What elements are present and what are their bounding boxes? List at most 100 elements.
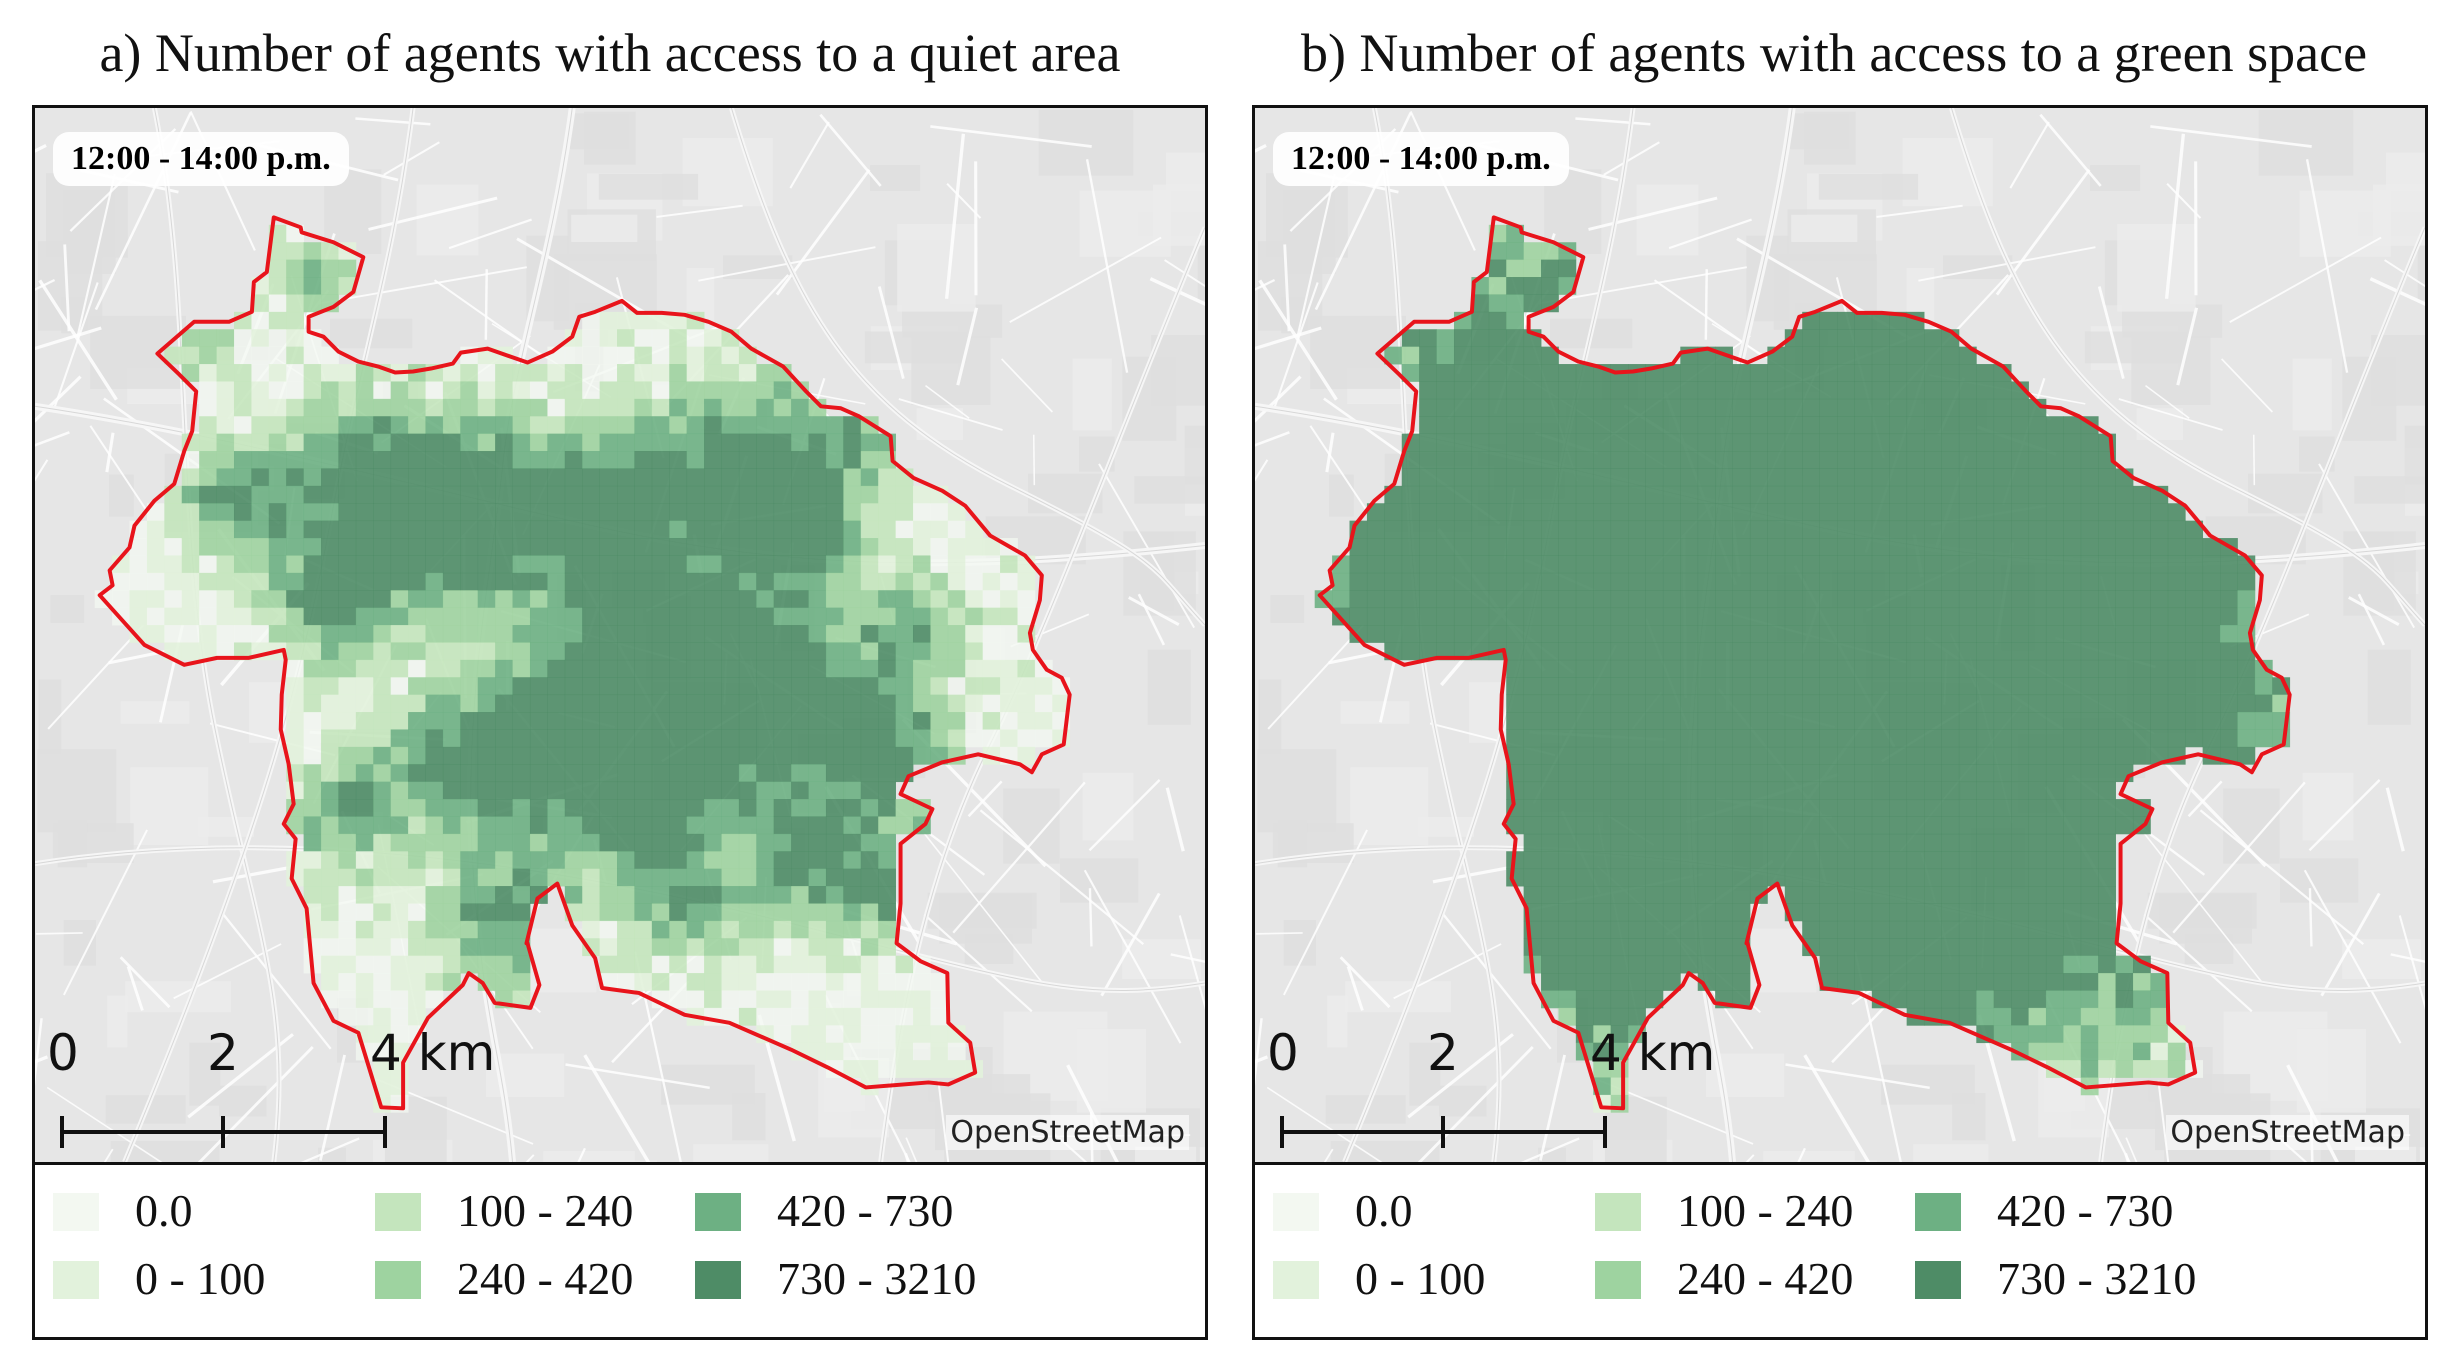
panel-b-map[interactable]: 12:00 - 14:00 p.m. 0 2 4 km OpenStreetMa… bbox=[1252, 105, 2428, 1165]
grid-cell bbox=[408, 712, 426, 730]
grid-cell bbox=[1523, 851, 1542, 870]
grid-cell bbox=[390, 938, 409, 957]
grid-cell bbox=[825, 607, 844, 626]
grid-cell bbox=[669, 712, 688, 730]
grid-cell bbox=[1453, 642, 1472, 661]
grid-cell bbox=[1575, 381, 1594, 400]
grid-cell bbox=[1541, 694, 1559, 713]
grid-cell bbox=[634, 903, 653, 922]
grid-cell bbox=[1558, 746, 1577, 765]
grid-cell bbox=[1645, 416, 1664, 435]
panel-a-map[interactable]: 12:00 - 14:00 p.m. 0 2 4 km OpenStreetMa… bbox=[32, 105, 1208, 1165]
grid-cell bbox=[477, 572, 496, 591]
grid-cell bbox=[669, 433, 688, 452]
grid-cell bbox=[825, 416, 844, 435]
grid-cell bbox=[1593, 538, 1612, 556]
grid-cell bbox=[1854, 503, 1873, 522]
grid-cell bbox=[199, 590, 217, 609]
grid-cell bbox=[512, 381, 531, 400]
grid-cell bbox=[843, 485, 862, 504]
grid-cell bbox=[756, 451, 775, 469]
grid-cell bbox=[1854, 538, 1873, 556]
grid-cell bbox=[1471, 433, 1490, 452]
grid-cell bbox=[268, 503, 287, 522]
grid-cell bbox=[1680, 938, 1699, 957]
grid-cell bbox=[721, 398, 740, 417]
grid-cell bbox=[564, 694, 583, 713]
grid-cell bbox=[442, 538, 461, 556]
grid-cell bbox=[547, 590, 566, 609]
grid-cell bbox=[529, 781, 548, 800]
grid-cell bbox=[1889, 625, 1908, 643]
grid-cell bbox=[2028, 781, 2047, 800]
grid-cell bbox=[582, 555, 601, 574]
grid-cell bbox=[408, 538, 426, 556]
grid-cell bbox=[1871, 381, 1890, 400]
grid-cell bbox=[2063, 938, 2082, 957]
grid-cell bbox=[1645, 746, 1664, 765]
grid-cell bbox=[1610, 659, 1629, 678]
legend-swatch bbox=[375, 1193, 421, 1231]
grid-cell bbox=[669, 364, 688, 382]
grid-cell bbox=[1732, 990, 1751, 1009]
grid-cell bbox=[2080, 485, 2099, 504]
grid-cell bbox=[1628, 851, 1646, 870]
grid-cell bbox=[1767, 694, 1786, 713]
grid-cell bbox=[1871, 329, 1890, 348]
grid-cell bbox=[1732, 642, 1751, 661]
grid-cell bbox=[825, 973, 844, 991]
grid-cell bbox=[1784, 712, 1803, 730]
grid-cell bbox=[1976, 868, 1995, 887]
grid-cell bbox=[669, 346, 688, 365]
grid-cell bbox=[634, 851, 653, 870]
grid-cell bbox=[1593, 590, 1612, 609]
grid-cell bbox=[477, 364, 496, 382]
grid-cell bbox=[529, 816, 548, 835]
grid-cell bbox=[2063, 833, 2082, 852]
grid-cell bbox=[268, 555, 287, 574]
grid-cell bbox=[738, 938, 757, 957]
grid-cell bbox=[2063, 572, 2082, 591]
grid-cell bbox=[669, 746, 688, 765]
grid-cell bbox=[1715, 920, 1733, 939]
grid-cell bbox=[1017, 729, 1036, 748]
grid-cell bbox=[477, 868, 496, 887]
grid-cell bbox=[338, 799, 357, 817]
grid-cell bbox=[1941, 903, 1960, 922]
grid-cell bbox=[408, 625, 426, 643]
grid-cell bbox=[1924, 851, 1942, 870]
grid-cell bbox=[947, 538, 966, 556]
grid-cell bbox=[1610, 816, 1629, 835]
grid-cell bbox=[773, 677, 792, 696]
grid-cell bbox=[1749, 868, 1768, 887]
grid-cell bbox=[512, 799, 531, 817]
grid-cell bbox=[2115, 1060, 2134, 1078]
grid-cell bbox=[617, 416, 635, 435]
grid-cell bbox=[2185, 642, 2204, 661]
grid-cell bbox=[564, 555, 583, 574]
grid-cell bbox=[2098, 851, 2116, 870]
grid-cell bbox=[704, 364, 722, 382]
grid-cell bbox=[1924, 903, 1942, 922]
legend-item: 0 - 100 bbox=[1273, 1253, 1593, 1305]
grid-cell bbox=[547, 555, 566, 574]
grid-cell bbox=[1976, 416, 1995, 435]
grid-cell bbox=[1993, 398, 2012, 417]
grid-cell bbox=[1906, 764, 1925, 783]
grid-cell bbox=[1384, 572, 1403, 591]
grid-cell bbox=[477, 816, 496, 835]
grid-cell bbox=[442, 833, 461, 852]
grid-cell bbox=[1906, 451, 1925, 469]
grid-cell bbox=[1366, 607, 1385, 626]
grid-cell bbox=[1645, 903, 1664, 922]
grid-cell bbox=[1628, 381, 1646, 400]
grid-cell bbox=[1906, 712, 1925, 730]
grid-cell bbox=[1697, 381, 1716, 400]
grid-cell bbox=[425, 451, 444, 469]
grid-cell bbox=[1993, 381, 2012, 400]
grid-cell bbox=[1593, 886, 1612, 904]
grid-cell bbox=[738, 416, 757, 435]
grid-cell bbox=[808, 938, 827, 957]
grid-cell bbox=[599, 833, 618, 852]
grid-cell bbox=[930, 1007, 949, 1026]
